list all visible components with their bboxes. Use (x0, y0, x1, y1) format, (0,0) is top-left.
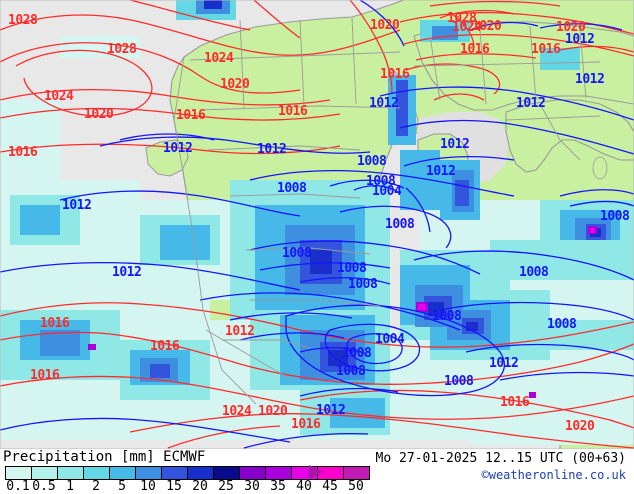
forecast-timestamp: Mo 27-01-2025 12..15 UTC (00+63) (375, 451, 626, 466)
color-scale-tick-label: 35 (270, 479, 286, 494)
color-scale-tick-label: 0.5 (32, 479, 56, 494)
color-scale-cell (214, 467, 240, 479)
color-scale-cell (136, 467, 162, 479)
political-borders (173, 17, 601, 405)
isobar-low-lines (0, 0, 634, 449)
color-scale-cell (32, 467, 58, 479)
color-scale-tick-label: 2 (92, 479, 100, 494)
isobar-high-lines (0, 0, 634, 449)
color-scale-cell (188, 467, 214, 479)
color-scale-cell (58, 467, 84, 479)
color-scale-cell (318, 467, 344, 479)
color-scale-cell (266, 467, 292, 479)
map-canvas (0, 0, 634, 449)
color-scale-cell (6, 467, 32, 479)
color-scale-tick-label: 0.1 (6, 479, 30, 494)
color-scale-tick-label: 40 (296, 479, 312, 494)
color-scale (5, 466, 370, 480)
copyright-notice[interactable]: ©weatheronline.co.uk (481, 468, 627, 482)
color-scale-tick-label: 20 (192, 479, 208, 494)
color-scale-tick-label: 5 (118, 479, 126, 494)
color-scale-ticks: 0.1 0.5 1 2 5 10 15 20 25 30 35 40 45 50 (0, 479, 364, 494)
color-scale-cell (110, 467, 136, 479)
color-scale-tick-label: 1 (66, 479, 74, 494)
color-scale-tick-label: 10 (140, 479, 156, 494)
color-scale-tick-label: 50 (348, 479, 364, 494)
precipitation-map[interactable]: 1028 1028 1024 1024 1020 1020 1016 1016 1016 1012… (0, 0, 634, 449)
legend-title: Precipitation [mm] ECMWF (3, 449, 206, 465)
legend-bar: Precipitation [mm] ECMWF 0.1 0.5 1 2 5 10 15 20… (0, 449, 634, 494)
color-scale-tick-label: 15 (166, 479, 182, 494)
color-scale-cell (240, 467, 266, 479)
color-scale-cell (84, 467, 110, 479)
color-scale-tick-label: 30 (244, 479, 260, 494)
color-scale-cell (344, 467, 369, 479)
color-scale-cell (162, 467, 188, 479)
precipitation-layer (0, 0, 634, 445)
color-scale-overflow-arrow (309, 465, 323, 479)
color-scale-tick-label: 45 (322, 479, 338, 494)
color-scale-tick-label: 25 (218, 479, 234, 494)
